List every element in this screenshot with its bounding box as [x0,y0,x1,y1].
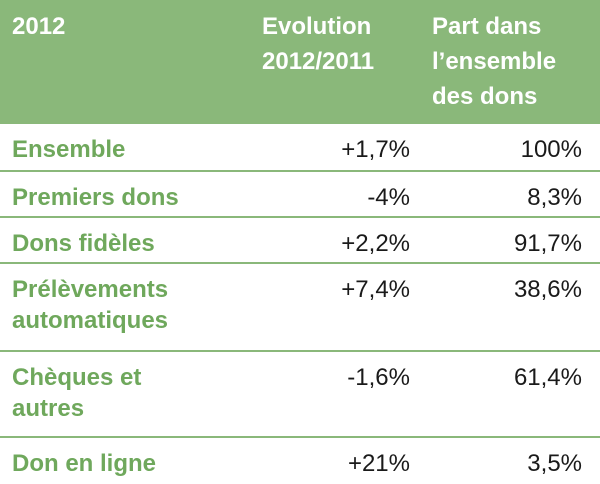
row-share: 100% [520,136,582,163]
row-label: Ensemble [12,134,125,165]
row-label: Dons fidèles [12,228,155,259]
header-evolution-line2: 2012/2011 [262,48,375,75]
header-share: Part dans l’ensemble des dons [432,9,556,114]
row-evolution: -4% [367,184,410,211]
table-row: Ensemble +1,7% 100% [0,124,600,172]
row-share: 61,4% [513,364,582,391]
row-label-line1: Dons fidèles [12,230,155,257]
row-share: 8,3% [527,184,582,211]
row-label: Premiers dons [12,182,179,213]
row-label: Don en ligne [12,448,156,479]
header-share-line1: Part dans [432,13,542,40]
row-label-line1: Ensemble [12,136,126,163]
row-share: 38,6% [513,276,582,303]
table-row: Premiers dons -4% 8,3% [0,172,600,218]
row-label-line1: Prélèvements [12,276,169,303]
table-header: 2012 Evolution 2012/2011 Part dans l’ens… [0,0,600,124]
row-label: Chèques et autres [12,362,141,424]
row-label-line1: Premiers dons [12,184,179,211]
table-row: Chèques et autres -1,6% 61,4% [0,352,600,438]
row-evolution: -1,6% [347,364,410,391]
row-evolution: +21% [347,450,410,477]
table-row: Prélèvements automatiques +7,4% 38,6% [0,264,600,352]
row-evolution: +1,7% [341,136,410,163]
row-label: Prélèvements automatiques [12,274,168,336]
header-evolution: Evolution 2012/2011 [262,9,374,79]
row-share: 3,5% [527,450,582,477]
header-share-line2: l’ensemble [432,48,557,75]
row-label-line2: automatiques [12,307,169,334]
row-evolution: +2,2% [341,230,410,257]
header-year-label: 2012 [12,13,66,40]
table-row: Dons fidèles +2,2% 91,7% [0,218,600,264]
row-label-line1: Don en ligne [12,450,156,477]
row-label-line2: autres [12,395,85,422]
row-evolution: +7,4% [341,276,410,303]
header-share-line3: des dons [432,83,538,110]
header-evolution-line1: Evolution [262,13,372,40]
row-label-line1: Chèques et [12,364,142,391]
header-year: 2012 [12,9,65,44]
table-body: Ensemble +1,7% 100% Premiers dons -4% 8,… [0,124,600,484]
table-row: Don en ligne +21% 3,5% [0,438,600,484]
row-share: 91,7% [513,230,582,257]
